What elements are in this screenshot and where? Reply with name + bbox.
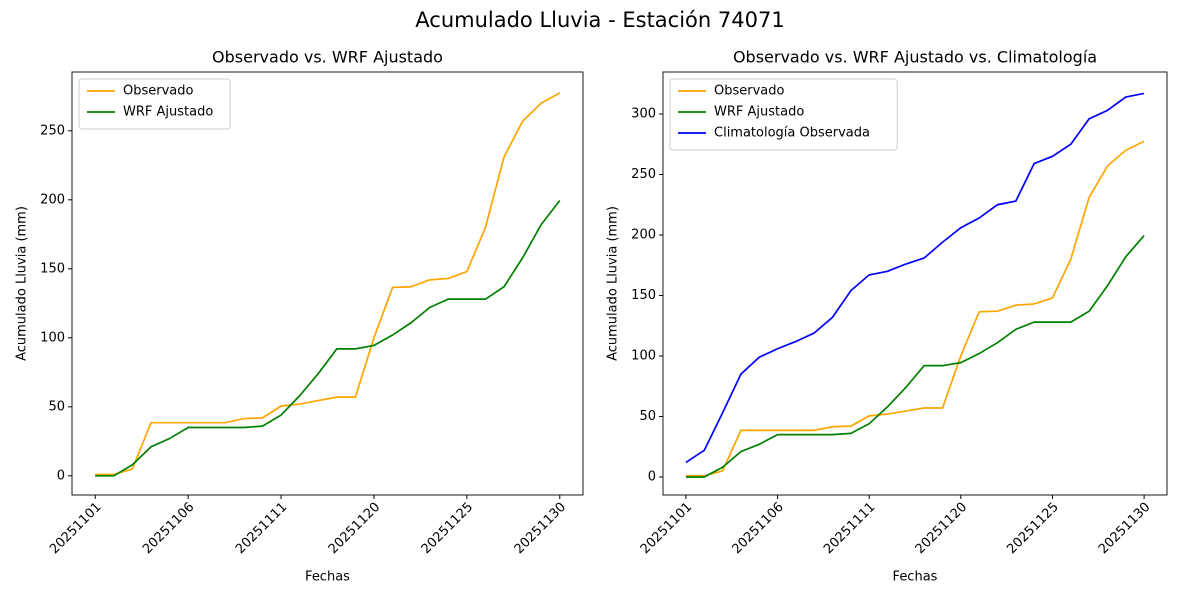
y-tick-label: 200 <box>631 227 656 242</box>
y-tick-label: 100 <box>40 330 65 345</box>
x-tick-label: 20251120 <box>913 500 970 557</box>
x-tick-label: 20251125 <box>1004 500 1061 557</box>
subplot-title: Observado vs. WRF Ajustado <box>212 48 443 67</box>
legend-label: Observado <box>714 84 785 99</box>
y-tick-label: 100 <box>631 348 656 363</box>
y-tick-label: 50 <box>639 409 656 424</box>
legend-label: Climatología Observada <box>714 126 870 141</box>
plot-frame <box>71 71 584 496</box>
x-tick-label: 20251111 <box>821 500 878 557</box>
data-line <box>685 235 1145 478</box>
data-line <box>95 92 561 476</box>
x-axis-label: Fechas <box>893 570 938 585</box>
legend-label: WRF Ajustado <box>123 105 213 120</box>
y-tick-label: 0 <box>648 469 656 484</box>
x-tick-label: 20251130 <box>1096 500 1153 557</box>
y-tick-label: 150 <box>40 261 65 276</box>
y-tick-label: 150 <box>631 288 656 303</box>
legend-box <box>78 78 231 130</box>
subplot-title: Observado vs. WRF Ajustado vs. Climatolo… <box>733 48 1097 67</box>
legend-label: Observado <box>123 84 194 99</box>
data-line <box>685 140 1145 477</box>
x-tick-label: 20251125 <box>419 500 476 557</box>
x-tick-label: 20251111 <box>233 500 290 557</box>
y-tick-label: 200 <box>40 192 65 207</box>
x-tick-label: 20251101 <box>47 500 104 557</box>
figure-title: Acumulado Lluvia - Estación 74071 <box>415 8 784 32</box>
y-tick-label: 250 <box>631 167 656 182</box>
y-tick-label: 250 <box>40 123 65 138</box>
y-tick-label: 50 <box>48 399 65 414</box>
plot-frame <box>662 71 1168 496</box>
x-tick-label: 20251120 <box>326 500 383 557</box>
y-axis-label: Acumulado Lluvia (mm) <box>606 206 621 361</box>
y-tick-label: 0 <box>57 468 65 483</box>
legend-box <box>669 78 898 151</box>
x-tick-label: 20251130 <box>512 500 569 557</box>
x-tick-label: 20251106 <box>140 500 197 557</box>
y-axis-label: Acumulado Lluvia (mm) <box>15 206 30 361</box>
legend-label: WRF Ajustado <box>714 105 804 120</box>
x-tick-label: 20251101 <box>638 500 695 557</box>
x-axis-label: Fechas <box>305 570 350 585</box>
data-line <box>95 199 561 477</box>
data-line <box>685 92 1145 464</box>
x-tick-label: 20251106 <box>729 500 786 557</box>
y-tick-label: 300 <box>631 106 656 121</box>
